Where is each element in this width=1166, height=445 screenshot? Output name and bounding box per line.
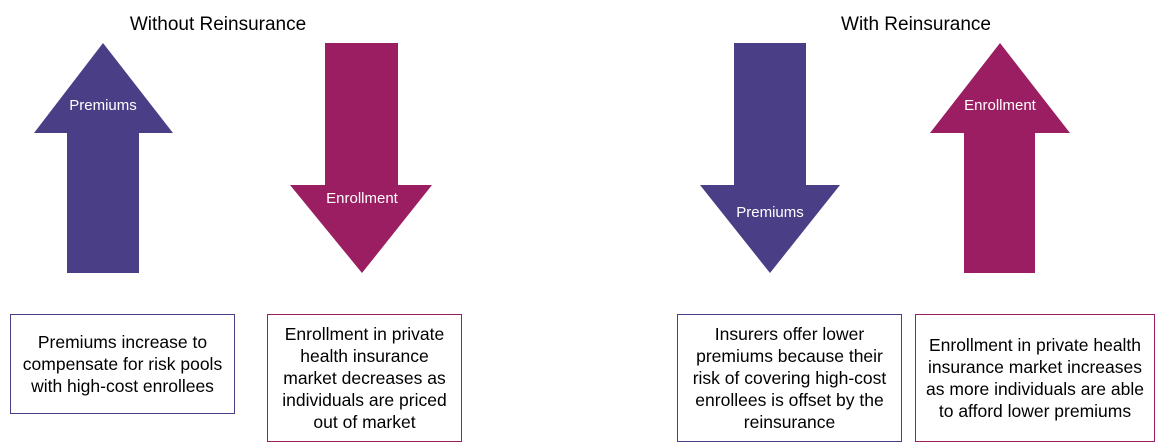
arrow-label: Premiums [736,204,804,221]
text-box: Insurers offer lower premiums because th… [677,314,902,442]
text-box: Premiums increase to compensate for risk… [10,314,235,414]
arrow-label: Premiums [69,97,137,114]
left-title: Without Reinsurance [129,14,307,35]
arrow-label: Enrollment [326,190,399,207]
up-arrow [34,43,173,273]
right-title: With Reinsurance [841,14,991,35]
up-arrow [930,43,1070,273]
arrow-label: Enrollment [964,97,1037,114]
down-arrow [290,43,432,273]
text-box: Enrollment in private health insurance m… [915,314,1155,442]
down-arrow [700,43,840,273]
text-box: Enrollment in private health insurance m… [267,314,462,442]
